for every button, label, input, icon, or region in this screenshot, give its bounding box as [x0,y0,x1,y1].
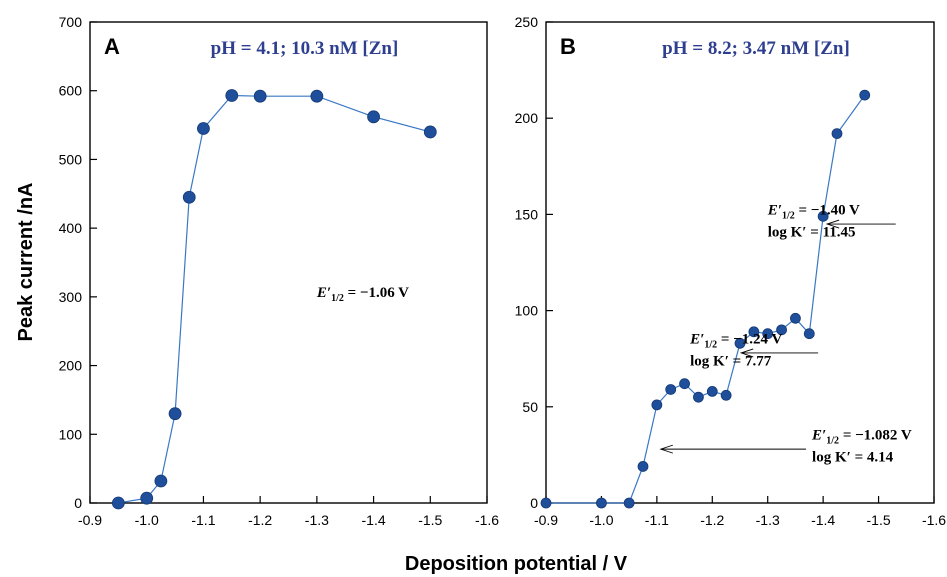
data-point [831,128,843,139]
e-symbol: E′ [811,428,826,444]
y-tick-label: 0 [530,495,538,511]
data-point [762,328,774,340]
data-point [154,474,168,488]
e-value: = −1.082 V [839,428,912,444]
y-tick-label: 100 [59,426,83,442]
x-tick-label: -1.5 [867,512,891,528]
x-tick-label: -1.4 [362,512,386,528]
data-point [706,386,718,397]
y-tick-label: 250 [515,14,539,30]
data-point [637,461,649,472]
x-tick-label: -1.6 [475,512,499,528]
data-point [540,497,552,509]
x-axis-title: Deposition potential / V [405,553,628,575]
y-tick-label: 300 [59,289,83,305]
arrow-head [825,219,840,229]
data-point [679,378,690,390]
y-tick-label: 50 [522,399,538,415]
e-half-annotation: E′1/2 = −1.40 V [767,202,860,221]
data-point [720,389,732,401]
y-tick-label: 200 [59,358,83,374]
y-tick-label: 150 [515,206,539,222]
data-point [423,125,437,139]
x-tick-label: -1.4 [811,512,835,528]
y-tick-label: 0 [74,495,82,511]
y-tick-label: 400 [59,220,83,236]
data-point [859,89,871,101]
data-point [596,497,607,509]
x-tick-label: -1.6 [922,512,946,528]
e-symbol: E′ [316,285,331,301]
data-point [817,210,829,222]
e-half-annotation: E′1/2 = −1.06 V [316,285,409,304]
arrow-head [659,444,673,454]
panel-b: 0 50 100 150 200 250 -0.9 -1.0 -1.1 -1.2 -1.3 -1.4 -… [515,14,947,528]
data-point [225,89,239,102]
x-tick-label: -1.2 [248,512,272,528]
data-point [734,337,746,349]
data-point [168,407,182,421]
e-subscript: 1/2 [704,339,717,350]
x-tick-label: -1.5 [418,512,442,528]
x-tick-label: -0.9 [78,512,102,528]
e-value: = −1.24 V [717,331,782,347]
e-value: = −1.06 V [344,285,409,301]
data-point [790,312,801,324]
e-symbol: E′ [689,331,704,347]
data-point [651,399,663,411]
plot-frame [545,21,935,504]
e-subscript: 1/2 [826,436,839,447]
y-tick-label: 500 [59,151,83,167]
y-tick-label: 200 [515,110,539,126]
data-point [111,496,125,510]
x-tick-label: -1.1 [645,512,669,528]
x-tick-label: -1.0 [589,512,613,528]
panel-title: pH = 8.2; 3.47 nM [Zn] [662,38,850,59]
data-point [665,384,677,395]
data-point [693,391,704,403]
y-tick-label: 600 [59,83,83,99]
panel-a: 0 100 200 300 400 500 600 700 -0.9 -1.0 -1.1 -1.2 -1… [59,14,500,528]
x-tick-label: -1.2 [700,512,724,528]
data-point [182,190,196,204]
e-symbol: E′ [767,202,782,218]
e-subscript: 1/2 [331,293,344,304]
arrow-head [739,348,754,358]
data-point [623,497,635,509]
panel-letter: B [560,34,576,59]
x-tick-label: -1.0 [135,512,159,528]
panel-letter: A [104,34,120,59]
plot-frame [89,21,488,504]
data-point [310,89,324,103]
data-point [197,122,210,135]
x-tick-label: -0.9 [534,512,558,528]
log-k-annotation: log K′ = 4.14 [812,450,894,466]
data-point [748,326,760,338]
e-half-annotation: E′1/2 = −1.082 V [811,428,912,447]
data-point [776,324,787,336]
y-tick-label: 100 [515,303,539,319]
panel-title: pH = 4.1; 10.3 nM [Zn] [211,38,399,59]
data-point [803,328,815,340]
e-value: = −1.40 V [795,202,860,218]
log-k-annotation: log K′ = 11.45 [768,224,856,240]
x-tick-label: -1.1 [191,512,215,528]
e-half-annotation: E′1/2 = −1.24 V [689,331,782,350]
data-point [253,89,267,103]
y-axis-title: Peak current /nA [15,183,37,342]
log-k-annotation: log K′ = 7.77 [690,353,772,369]
data-point [367,110,380,124]
y-tick-label: 700 [59,14,83,30]
data-point [140,491,154,505]
x-tick-label: -1.3 [756,512,780,528]
e-subscript: 1/2 [782,210,795,221]
x-tick-label: -1.3 [305,512,329,528]
